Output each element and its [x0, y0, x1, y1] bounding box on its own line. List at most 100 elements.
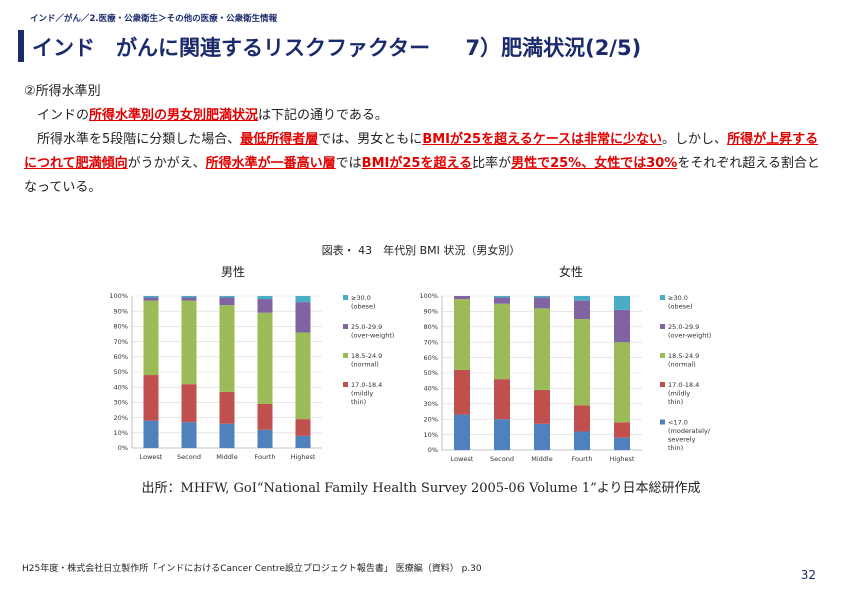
body-text-run: は下記の通りである。 [258, 108, 388, 123]
legend-swatch [660, 353, 665, 358]
bar-segment [181, 296, 197, 298]
bar-segment [454, 296, 470, 300]
paragraph-1: インドの所得水準別の男女別肥満状況は下記の通りである。 [24, 104, 824, 128]
y-tick-label: 60% [114, 353, 128, 361]
bar-segment [494, 297, 510, 304]
x-tick-label: Lowest [140, 453, 163, 461]
bar-segment [143, 375, 159, 421]
y-tick-label: 20% [424, 415, 438, 423]
highlight-text: 所得が上昇するにつれて肥満傾向 [24, 132, 819, 171]
y-tick-label: 70% [114, 338, 128, 346]
y-tick-label: 90% [114, 307, 128, 315]
bar-segment [494, 419, 510, 450]
y-tick-label: 30% [424, 400, 438, 408]
legend-label-line: ≥30.0 [351, 294, 371, 302]
legend-label: 25.0-29.9 (over-weight) [351, 323, 394, 340]
body-text-run: インドの [24, 108, 90, 123]
body-text-run: 。しかし、 [662, 132, 728, 147]
x-tick-label: Second [177, 453, 201, 461]
bar-segment [219, 305, 235, 392]
legend-label-line: (moderately/ [668, 427, 711, 435]
x-tick-label: Fourth [255, 453, 276, 461]
legend-swatch [343, 324, 348, 329]
y-tick-label: 60% [424, 354, 438, 362]
y-tick-label: 100% [109, 292, 128, 300]
bar-segment [494, 296, 510, 298]
chart-heading-male: 男性 [220, 265, 245, 279]
y-tick-label: 80% [114, 323, 128, 331]
bar-segment [219, 423, 235, 448]
bar-segment [257, 403, 273, 430]
bar-segment [614, 296, 630, 310]
legend-swatch [660, 324, 665, 329]
legend-swatch [343, 353, 348, 358]
bar-segment [614, 437, 630, 450]
y-tick-label: 90% [424, 308, 438, 316]
y-tick-label: 70% [424, 338, 438, 346]
bar-segment [614, 422, 630, 438]
bar-segment [295, 302, 311, 333]
x-tick-label: Lowest [451, 455, 474, 463]
bar-segment [181, 297, 197, 301]
y-tick-label: 0% [118, 444, 128, 452]
legend-label: 25.0-29.9 (over-weight) [668, 323, 711, 340]
title-accent-bar [18, 30, 24, 62]
bar-segment [574, 319, 590, 406]
bar-segment [494, 379, 510, 420]
legend-label: 17.0-18.4 (mildly thin) [668, 381, 699, 406]
y-tick-label: 50% [424, 369, 438, 377]
bar-segment [295, 296, 311, 303]
bar-segment [574, 405, 590, 432]
body-text-run: では [335, 156, 362, 171]
body-text-run: 比率が [472, 156, 512, 171]
chart-female: 0% 10% 20% 30% 40% 50% 60% 70% 80% 90% 100% Lowest S… [419, 292, 711, 463]
body-text-run: 所得水準を5段階に分類した場合、 [24, 132, 241, 147]
legend-label-line: (obese) [351, 303, 376, 311]
bar-segment [454, 369, 470, 415]
page-title: インド がんに関連するリスクファクター 7）肥満状況(2/5) [32, 32, 641, 62]
bar-segment [219, 296, 235, 298]
legend-label-line: (obese) [668, 303, 693, 311]
bar-segment [494, 303, 510, 380]
x-tick-label: Middle [531, 455, 552, 463]
x-tick-label: Second [490, 455, 514, 463]
bar-segment [143, 296, 159, 298]
y-tick-label: 0% [428, 446, 438, 454]
bar-segment [534, 297, 550, 309]
footer-note: H25年度・株式会社日立製作所「インドにおけるCancer Centre設立プロ… [22, 564, 482, 574]
bar-segment [143, 300, 159, 376]
body-text-run: では、男女ともに [318, 132, 423, 147]
x-tick-label: Fourth [572, 455, 593, 463]
body-text: ②所得水準別 インドの所得水準別の男女別肥満状況は下記の通りである。 所得水準を… [24, 80, 824, 200]
bar-segment [454, 299, 470, 370]
bar-segment [143, 297, 159, 301]
legend-label-line: 25.0-29.9 [351, 323, 382, 331]
page-title-main: インド がんに関連するリスクファクター [32, 36, 431, 60]
legend-label-line: ≥30.0 [668, 294, 688, 302]
chart-heading-female: 女性 [558, 265, 583, 279]
legend-swatch [343, 295, 348, 300]
highlight-text: BMIが25を超える [361, 156, 473, 171]
bar-segment [295, 332, 311, 420]
bar-segment [181, 300, 197, 385]
highlight-text: 所得水準が一番高い層 [205, 156, 336, 171]
bar-segment [181, 384, 197, 423]
legend-label-line: (over-weight) [668, 332, 711, 340]
bar-segment [574, 431, 590, 450]
y-tick-label: 10% [424, 431, 438, 439]
x-tick-label: Highest [610, 455, 635, 463]
legend-label: ≥30.0 (obese) [351, 294, 376, 311]
bar-segment [257, 429, 273, 448]
legend-label-line: thin) [668, 398, 683, 406]
bar-segment [295, 419, 311, 436]
legend-label: 17.0-18.4 (mildly thin) [351, 381, 382, 406]
bar-segment [614, 309, 630, 343]
bar-segment [257, 299, 273, 313]
legend-label-line: 17.0-18.4 [668, 381, 699, 389]
chart-male: 0% 10% 20% 30% 40% 50% 60% 70% 80% 90% 100% Lowest S… [109, 292, 394, 461]
legend-label-line: thin) [351, 398, 366, 406]
legend-label-line: 25.0-29.9 [668, 323, 699, 331]
legend-label: 18.5-24.9 (normal) [351, 352, 382, 369]
legend-label-line: (normal) [351, 361, 379, 369]
legend-label-line: severely [668, 436, 696, 444]
